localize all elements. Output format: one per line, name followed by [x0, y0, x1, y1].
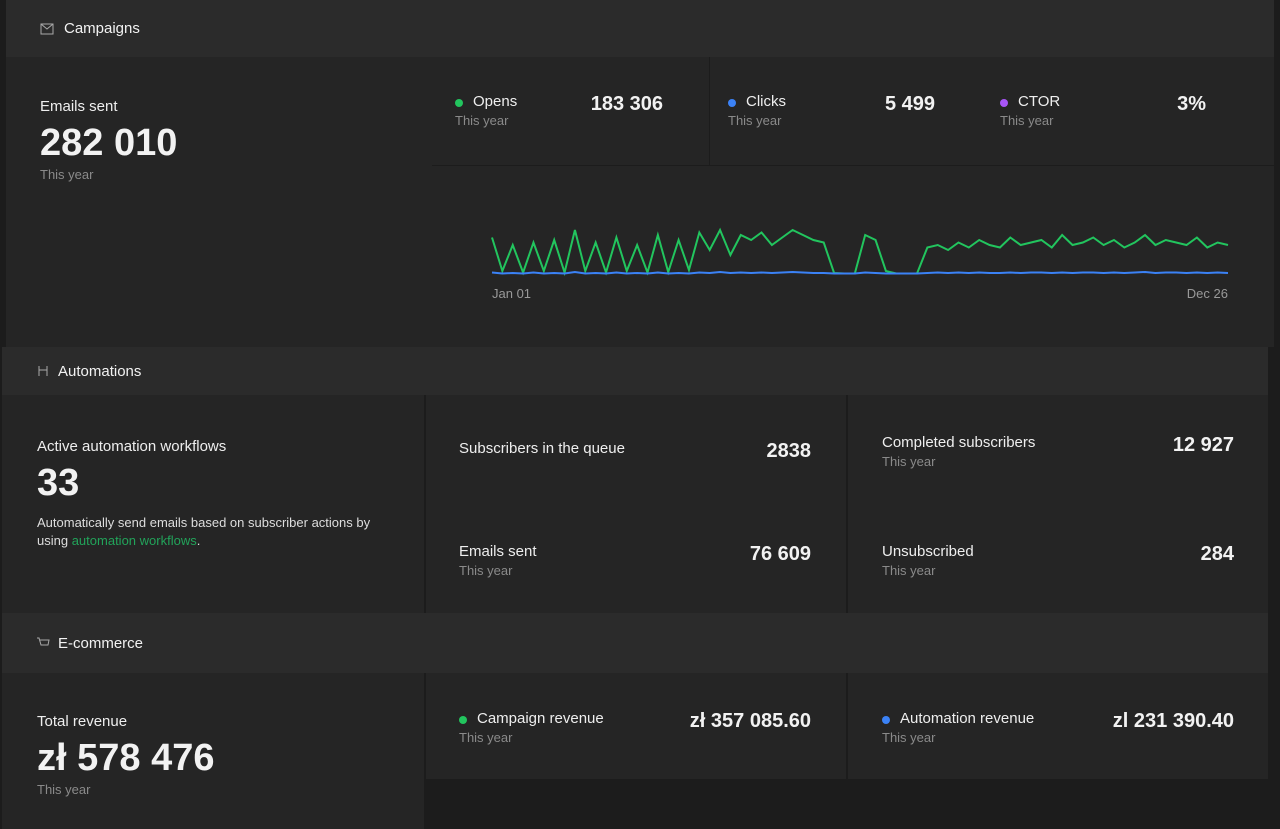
x-tick-label: Jan 01 — [492, 286, 531, 301]
legend-dot — [882, 716, 890, 724]
period: This year — [40, 167, 94, 182]
value: zl 231 390.40 — [1112, 710, 1234, 732]
value: 12 927 — [1172, 434, 1234, 456]
label: CTOR — [1018, 93, 1061, 110]
section-title: Campaigns — [64, 20, 140, 37]
divider — [432, 165, 1274, 166]
legend-dot — [459, 716, 467, 724]
value: 33 — [37, 462, 80, 504]
period: This year — [37, 782, 91, 797]
panel — [6, 57, 1274, 347]
divider — [709, 57, 710, 165]
value: 284 — [1200, 543, 1234, 565]
x-tick-label: Dec 26 — [1187, 286, 1228, 301]
period: This year — [1000, 113, 1054, 128]
label: Clicks — [746, 93, 786, 110]
value: 3% — [1177, 93, 1206, 115]
panel — [426, 673, 846, 779]
period: This year — [728, 113, 782, 128]
value: 183 306 — [590, 93, 663, 115]
series-line — [491, 270, 1229, 275]
label: Total revenue — [37, 713, 128, 730]
section-title: E-commerce — [58, 634, 144, 652]
panel — [848, 395, 1268, 613]
series-line — [491, 227, 1229, 277]
label: Subscribers in the queue — [459, 440, 625, 457]
section-header: E-commerce — [2, 613, 1268, 673]
label: Campaign revenue — [477, 710, 604, 727]
chart: Jan 01 Dec 26 — [491, 227, 1229, 301]
value: 76 609 — [749, 543, 811, 565]
panel — [2, 673, 424, 829]
legend-dot — [728, 99, 736, 107]
icon — [37, 637, 50, 646]
value: zł 357 085.60 — [689, 710, 811, 732]
period: This year — [459, 730, 513, 745]
label: Completed subscribers — [882, 434, 1036, 451]
period: This year — [459, 563, 513, 578]
legend-dot — [1000, 99, 1008, 107]
period: This year — [882, 454, 936, 469]
icon — [38, 366, 48, 376]
section-header: Automations — [2, 347, 1268, 395]
label: Unsubscribed — [882, 543, 974, 560]
value: zł 578 476 — [37, 737, 215, 779]
label: Opens — [473, 93, 518, 110]
panel — [2, 395, 424, 613]
legend-dot — [455, 99, 463, 107]
label: Emails sent — [459, 543, 537, 560]
period: This year — [455, 113, 509, 128]
label: Automation revenue — [900, 710, 1035, 727]
text: . — [196, 533, 201, 548]
description: Automatically send emails based on subsc… — [37, 514, 387, 550]
value: 2838 — [766, 440, 812, 462]
section-header: Campaigns — [6, 0, 1274, 57]
text: Automatically send emails based on subsc… — [37, 515, 371, 548]
panel — [426, 395, 846, 613]
period: This year — [882, 730, 936, 745]
link[interactable]: automation workflows — [71, 533, 197, 548]
icon — [40, 23, 54, 34]
section-title: Automations — [58, 362, 142, 380]
value: 5 499 — [884, 93, 935, 115]
panel — [848, 673, 1268, 779]
period: This year — [882, 563, 936, 578]
value: 282 010 — [40, 122, 178, 164]
label: Emails sent — [40, 98, 118, 115]
label: Active automation workflows — [37, 438, 227, 455]
